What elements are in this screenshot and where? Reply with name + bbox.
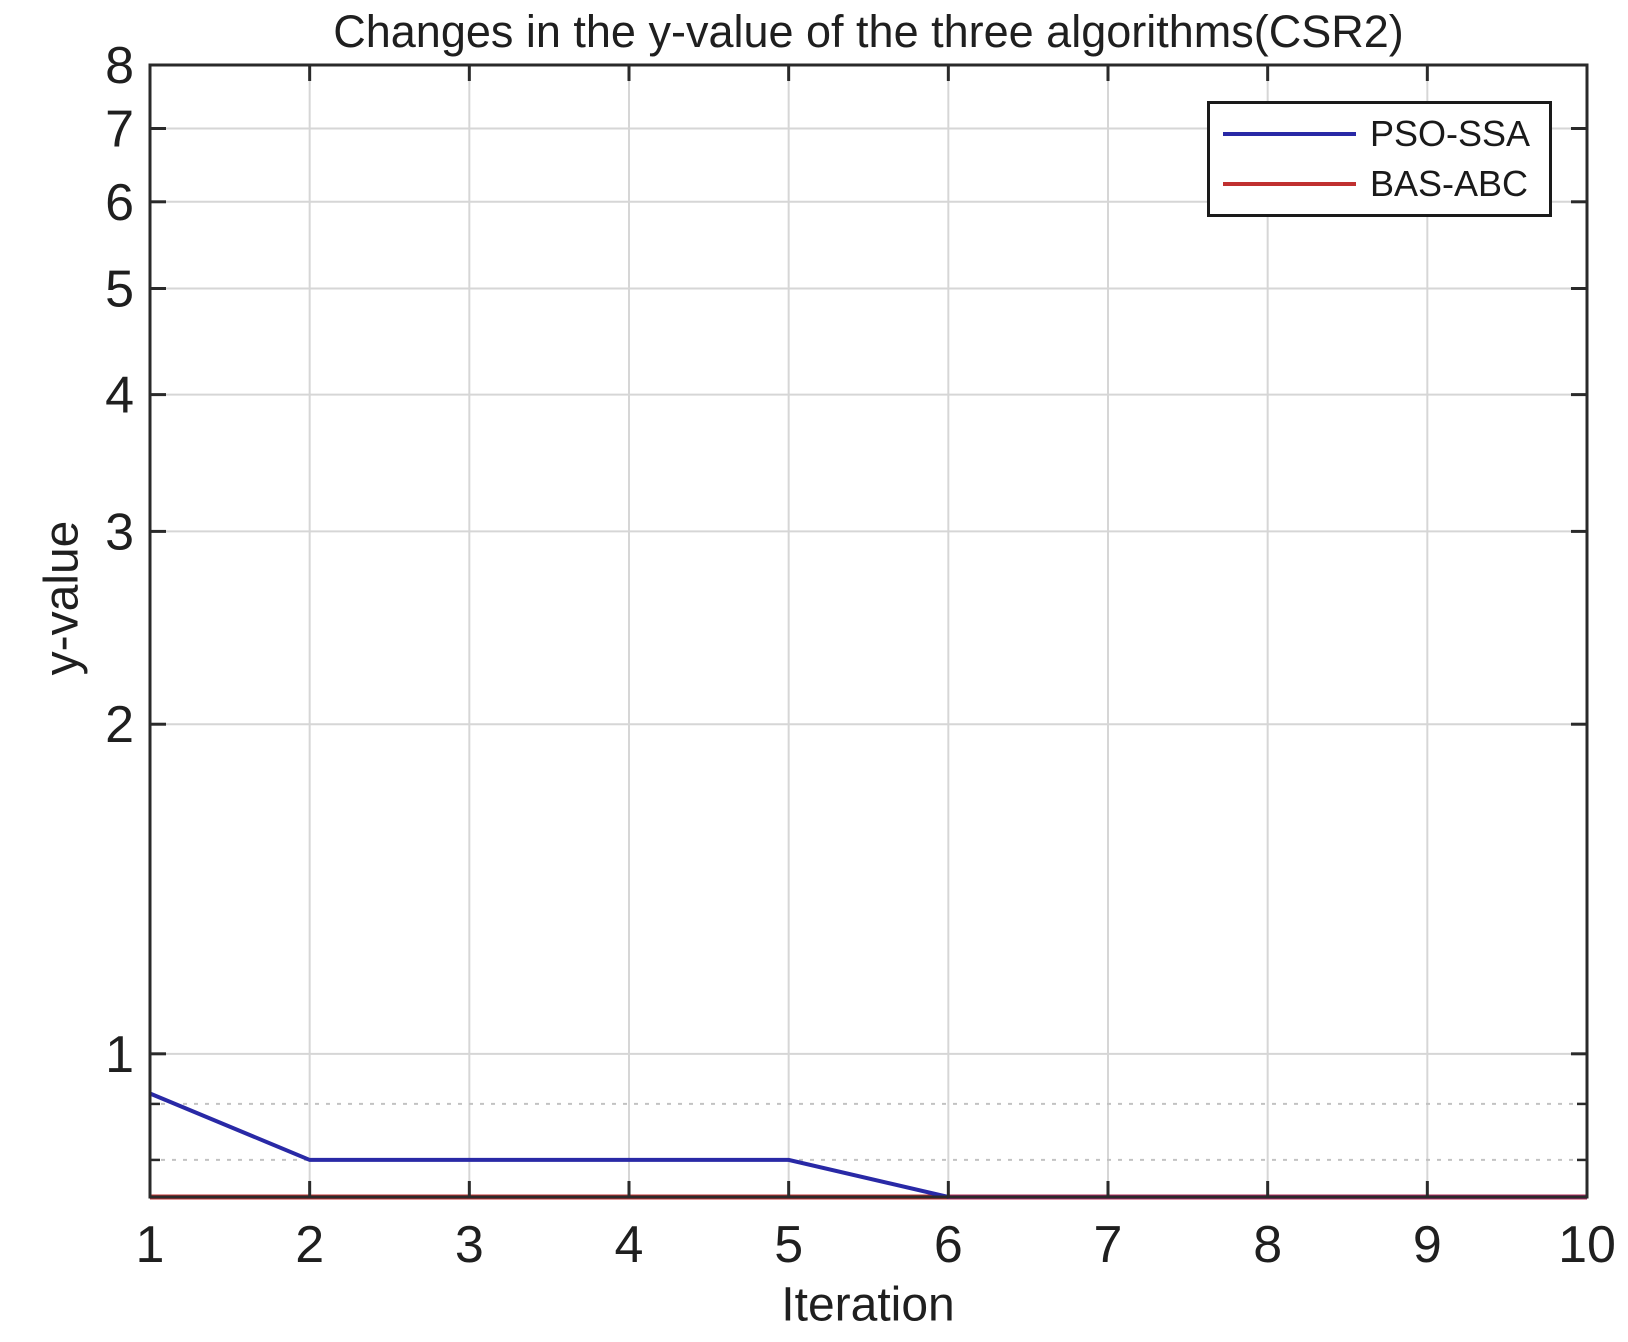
y-tick-label: 2 <box>105 696 134 754</box>
legend-entry: PSO-SSA <box>1210 113 1549 155</box>
legend-entry: BAS-ABC <box>1210 163 1549 205</box>
plot-background <box>150 65 1587 1197</box>
y-tick-label: 7 <box>105 100 134 158</box>
legend-line-swatch <box>1223 182 1356 187</box>
x-tick-label: 4 <box>615 1216 644 1274</box>
x-tick-label: 9 <box>1413 1216 1442 1274</box>
chart-title: Changes in the y-value of the three algo… <box>333 6 1404 57</box>
y-tick-label: 3 <box>105 503 134 561</box>
x-tick-label: 2 <box>295 1216 324 1274</box>
x-tick-label: 7 <box>1094 1216 1123 1274</box>
x-tick-label: 3 <box>455 1216 484 1274</box>
axes-box <box>148 63 1589 1199</box>
y-tick-label: 4 <box>105 367 134 425</box>
y-tick-label: 6 <box>105 174 134 232</box>
x-tick-label: 10 <box>1558 1216 1616 1274</box>
y-tick-label: 5 <box>105 260 134 318</box>
legend-label: PSO-SSA <box>1370 112 1531 154</box>
legend-line-swatch <box>1223 131 1356 136</box>
legend-label: BAS-ABC <box>1370 163 1529 205</box>
x-tick-label: 8 <box>1253 1216 1282 1274</box>
x-axis-label: Iteration <box>781 1278 955 1332</box>
y-tick-label: 1 <box>105 1026 134 1084</box>
x-tick-label: 5 <box>774 1216 803 1274</box>
x-tick-label: 1 <box>136 1216 165 1274</box>
legend: PSO-SSA BAS-ABC <box>1207 101 1552 217</box>
y-tick-label: 8 <box>105 37 134 95</box>
x-tick-label: 6 <box>934 1216 963 1274</box>
